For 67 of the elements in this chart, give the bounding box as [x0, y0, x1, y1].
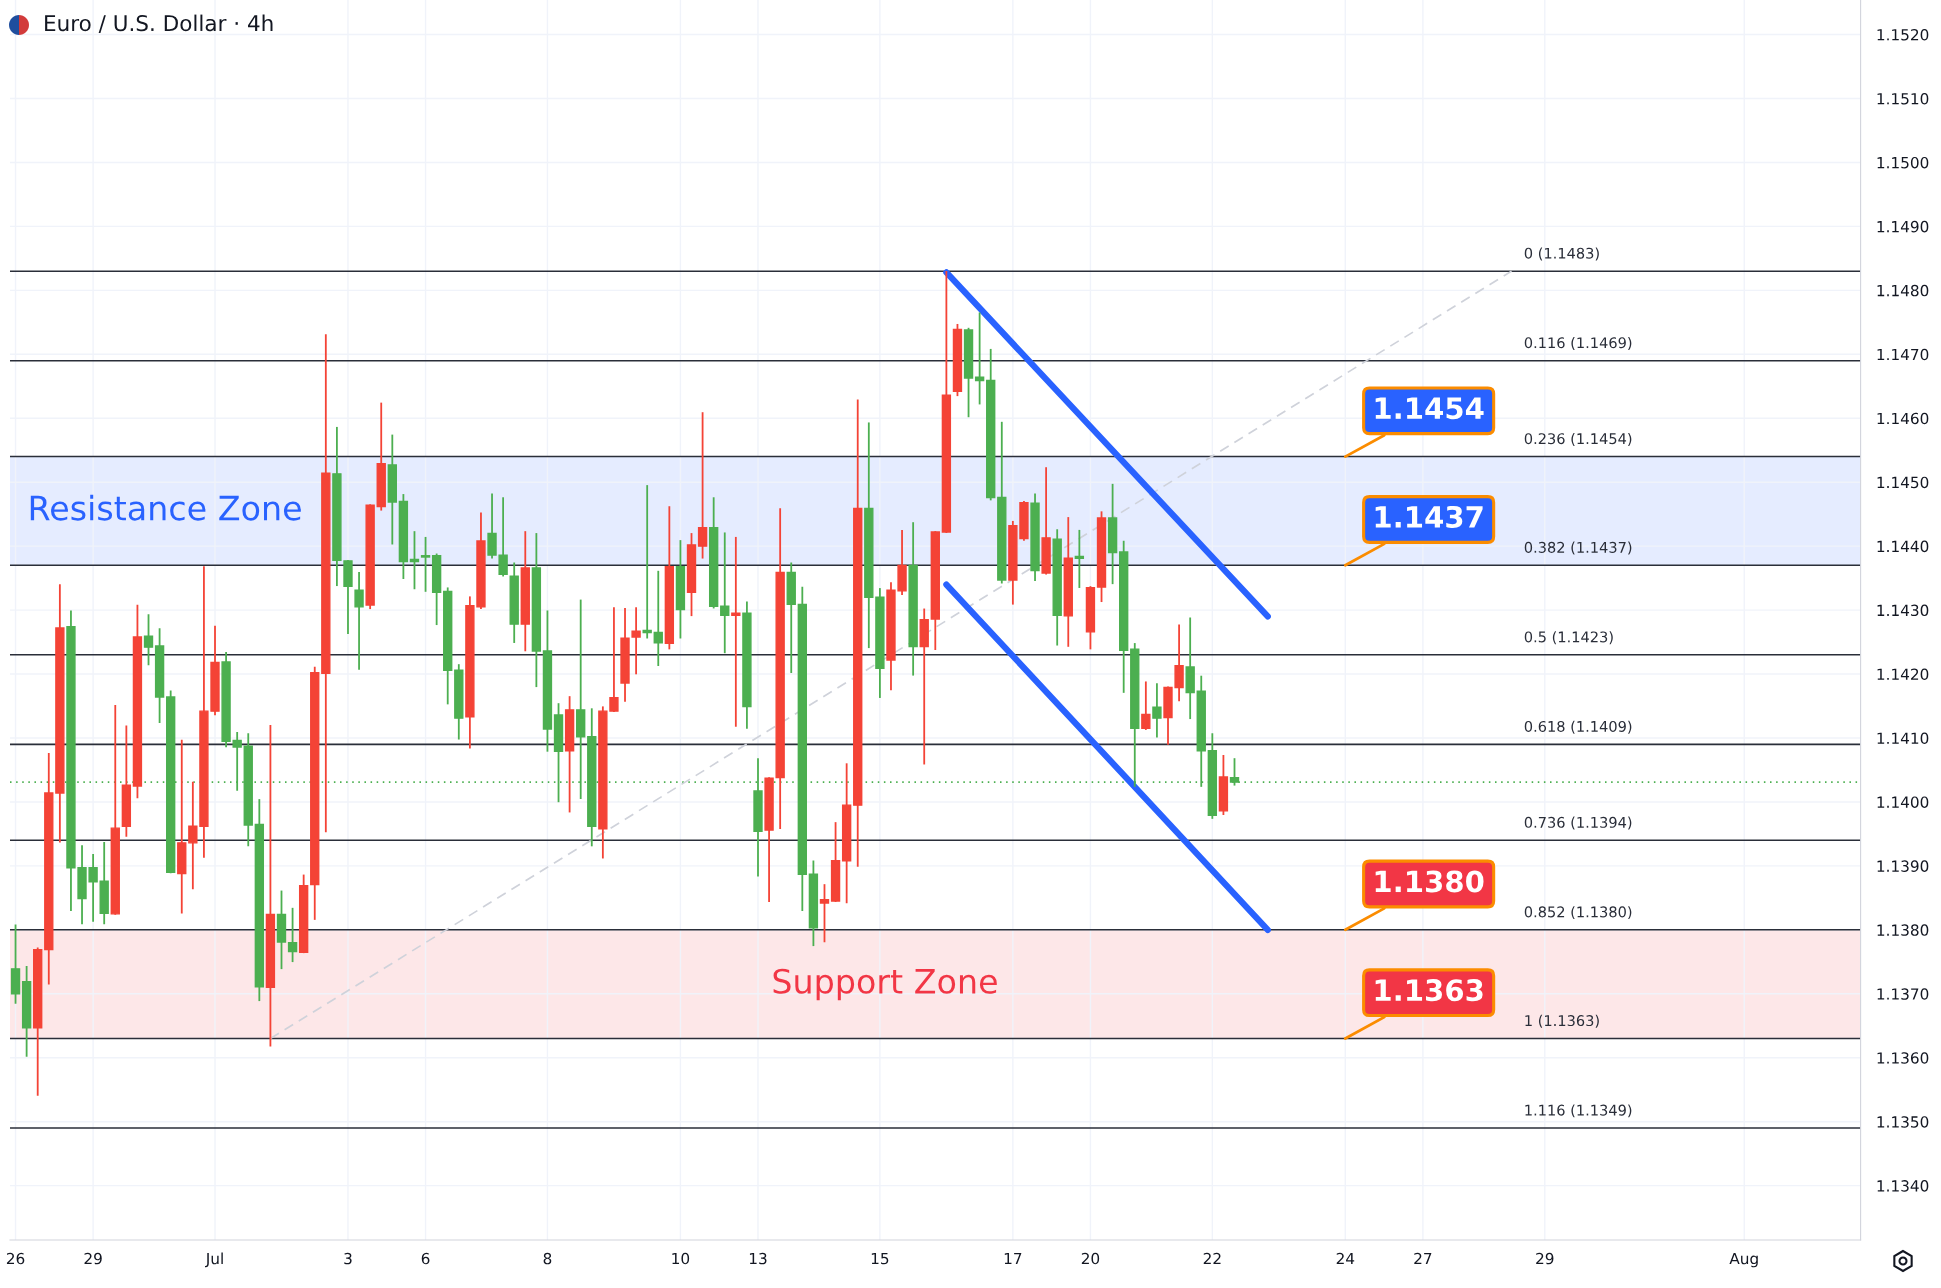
- x-tick-label: 26: [6, 1252, 25, 1265]
- y-tick-label: 1.1490: [1877, 220, 1929, 233]
- y-tick-label: 1.1500: [1877, 156, 1929, 169]
- x-tick-label: 10: [672, 1252, 690, 1265]
- candlestick: [287, 907, 298, 963]
- candlestick: [143, 614, 154, 666]
- x-tick-label: 3: [344, 1252, 352, 1265]
- x-tick-label: 27: [1414, 1252, 1432, 1265]
- x-tick-label: 20: [1081, 1252, 1100, 1265]
- candlestick: [631, 607, 641, 675]
- ref-line-label: 1 (1.1363): [1525, 1014, 1599, 1028]
- y-tick-label: 1.1510: [1877, 92, 1929, 105]
- y-tick-label: 1.1430: [1877, 604, 1929, 617]
- x-tick-label: 8: [543, 1252, 552, 1265]
- candlestick: [819, 884, 830, 943]
- x-tick-label: 29: [84, 1252, 102, 1265]
- x-tick-label: 13: [749, 1252, 767, 1265]
- candlestick: [720, 532, 730, 654]
- band-label: Resistance Zone: [30, 494, 301, 521]
- candlestick: [354, 572, 364, 670]
- y-tick-label: 1.1400: [1877, 796, 1929, 808]
- y-tick-label: 1.1340: [1877, 1180, 1929, 1192]
- ref-line-label: 0.5 (1.1423): [1524, 631, 1613, 645]
- candlestick: [731, 536, 741, 727]
- ref-line-label: 0.382 (1.1437): [1524, 541, 1632, 555]
- ref-line-label: 1.116 (1.1349): [1525, 1104, 1632, 1118]
- candlestick: [1074, 529, 1085, 588]
- annotation: 1.1454: [1375, 397, 1484, 420]
- text: Euro / U.S. Dollar · 4h: [45, 14, 273, 33]
- y-tick-label: 1.1480: [1877, 284, 1929, 297]
- annotation: 1.1437: [1375, 505, 1483, 528]
- band-label: Support Zone: [773, 968, 997, 1001]
- candlestick: [420, 536, 431, 592]
- candlestick: [1141, 681, 1151, 730]
- x-tick-label: 29: [1536, 1252, 1554, 1265]
- y-tick-label: 1.1360: [1877, 1052, 1929, 1064]
- x-tick-label: 15: [871, 1252, 889, 1265]
- y-tick-label: 1.1390: [1877, 860, 1929, 872]
- y-tick-label: 1.1380: [1877, 924, 1929, 936]
- x-tick-label: 17: [1004, 1252, 1022, 1265]
- x-tick-label: 22: [1203, 1252, 1221, 1265]
- x-tick-label: Jul: [205, 1252, 223, 1268]
- ref-line-label: 0 (1.1483): [1524, 247, 1599, 261]
- y-tick-label: 1.1440: [1877, 540, 1929, 553]
- y-tick-label: 1.1370: [1877, 988, 1929, 1000]
- annotation: 1.1363: [1375, 979, 1483, 1002]
- annotation: 1.1380: [1375, 870, 1484, 893]
- candlestick: [697, 412, 708, 559]
- ref-line-label: 0.236 (1.1454): [1524, 432, 1632, 446]
- x-tick-label: 6: [421, 1252, 430, 1265]
- ref-line-label: 0.618 (1.1409): [1524, 720, 1632, 734]
- y-tick-label: 1.1410: [1877, 732, 1929, 745]
- y-tick-label: 1.1460: [1877, 412, 1929, 425]
- candlestick: [409, 531, 420, 590]
- x-tick-label: 24: [1336, 1252, 1355, 1265]
- candlestick: [642, 485, 652, 639]
- y-tick-label: 1.1450: [1877, 476, 1929, 489]
- y-tick-label: 1.1350: [1877, 1116, 1929, 1128]
- ref-line-label: 0.736 (1.1394): [1524, 816, 1632, 830]
- candlestick: [653, 570, 663, 666]
- ref-line-label: 0.116 (1.1469): [1524, 336, 1632, 350]
- y-tick-label: 1.1470: [1877, 348, 1929, 361]
- candlestick: [1152, 683, 1162, 738]
- y-tick-label: 1.1520: [1877, 29, 1929, 41]
- y-tick-label: 1.1420: [1877, 668, 1929, 681]
- ref-line-label: 0.852 (1.1380): [1524, 906, 1632, 920]
- x-tick-label: Aug: [1729, 1252, 1758, 1268]
